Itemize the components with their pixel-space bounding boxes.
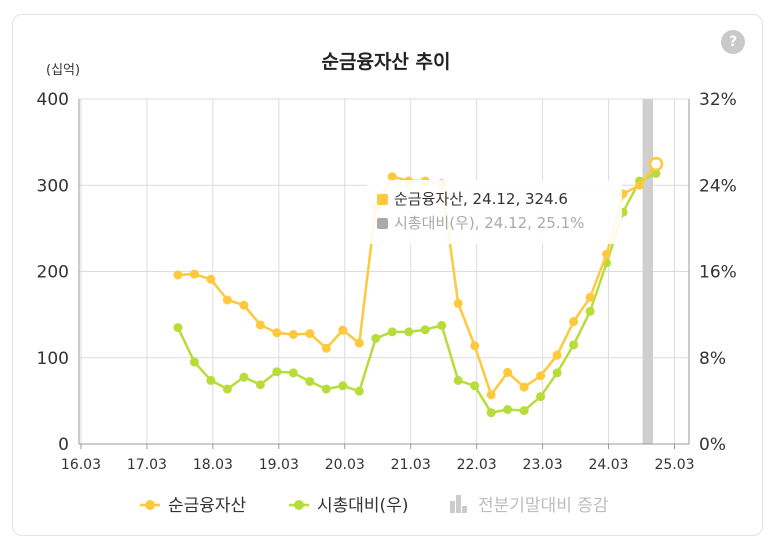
- series-point: [536, 392, 546, 402]
- series-point: [404, 327, 414, 337]
- series-point: [503, 367, 513, 377]
- x-tick-label: 23.03: [523, 457, 563, 473]
- y-right-tick-label: 16%: [699, 263, 737, 283]
- series-point: [420, 325, 430, 335]
- x-tick-label: 18.03: [193, 457, 233, 473]
- series-point: [453, 375, 463, 385]
- series-point: [470, 381, 480, 391]
- series-point: [272, 367, 282, 377]
- series-point: [635, 180, 645, 190]
- series-point: [173, 270, 183, 280]
- series-point: [189, 357, 199, 367]
- series-point: [173, 323, 183, 333]
- x-tick-label: 24.03: [588, 457, 628, 473]
- series-point: [206, 375, 216, 385]
- x-tick-label: 16.03: [61, 457, 101, 473]
- series-point: [503, 405, 513, 414]
- series-point: [305, 329, 315, 339]
- series-point: [354, 386, 364, 396]
- series-point: [371, 333, 381, 343]
- y-left-tick-label: 300: [37, 176, 69, 196]
- y-right-tick-label: 32%: [699, 90, 737, 110]
- series-point: [585, 292, 595, 302]
- x-tick-label: 19.03: [259, 457, 299, 473]
- x-tick-label: 21.03: [391, 457, 431, 473]
- y-right-tick-label: 8%: [699, 349, 726, 369]
- axes: 0 0% 100 8% 200 16% 300 24% 400 32% 16.03 17.03 18.0…: [37, 90, 737, 473]
- series-point: [222, 295, 232, 305]
- series-point: [486, 408, 496, 418]
- legend: 순금융자산 시총대비(우) 전분기말대비 증감: [140, 495, 609, 516]
- series-point: [486, 390, 496, 400]
- series-point: [536, 371, 546, 381]
- series-point: [470, 341, 480, 351]
- series-layer: [173, 156, 664, 418]
- y-left-tick-label: 100: [37, 349, 69, 369]
- chart-title: 순금융자산 추이: [322, 51, 451, 73]
- series-point: [602, 249, 612, 259]
- series-point: [272, 328, 282, 338]
- series-point: [255, 380, 265, 390]
- series-point: [338, 381, 348, 391]
- grid: [79, 98, 689, 445]
- series-point: [222, 384, 232, 394]
- tooltip-swatch: [377, 194, 388, 205]
- y-right-tick-label: 24%: [699, 176, 737, 196]
- legend-item-label: 전분기말대비 증감: [478, 496, 609, 516]
- left-axis-unit: (십억): [46, 63, 80, 78]
- legend-item-label: 시총대비(우): [317, 496, 408, 516]
- legend-marker-bar: [462, 506, 467, 513]
- x-tick-label: 17.03: [127, 457, 167, 473]
- series-point: [569, 317, 579, 327]
- y-left-tick-label: 0: [58, 435, 69, 455]
- tooltip-row-text: 순금융자산, 24.12, 324.6: [394, 190, 568, 208]
- series-point: [338, 325, 348, 335]
- series-point: [651, 168, 661, 178]
- y-left-tick-label: 200: [37, 263, 69, 283]
- tooltip-swatch: [377, 218, 388, 229]
- legend-marker-bar: [450, 501, 455, 513]
- series-point: [255, 320, 265, 330]
- y-left-tick-label: 400: [37, 90, 69, 110]
- series-point: [519, 406, 529, 416]
- series-point: [585, 306, 595, 316]
- series-point: [519, 382, 529, 392]
- x-tick-label: 20.03: [325, 457, 365, 473]
- series-point-active: [648, 156, 664, 172]
- series-point: [387, 327, 397, 337]
- series-point: [239, 300, 249, 310]
- help-icon[interactable]: ?: [721, 30, 745, 54]
- x-tick-label: 22.03: [457, 457, 497, 473]
- y-right-tick-label: 0%: [699, 435, 726, 455]
- series-point: [437, 320, 447, 330]
- highlight-band-layer: [642, 99, 654, 444]
- chart-card: [12, 14, 763, 536]
- highlight-band: [642, 99, 654, 444]
- series-point: [288, 329, 298, 339]
- tooltip-box: [367, 180, 622, 244]
- series-point: [569, 340, 579, 350]
- series-point: [239, 372, 249, 382]
- tooltip: 순금융자산, 24.12, 324.6 시총대비(우), 24.12, 25.1%: [367, 180, 622, 244]
- series-point: [552, 350, 562, 360]
- series-point: [189, 269, 199, 279]
- tooltip-row-text: 시총대비(우), 24.12, 25.1%: [394, 214, 584, 232]
- legend-marker-dot: [145, 500, 155, 510]
- legend-marker-bar: [456, 495, 461, 513]
- series-point: [453, 298, 463, 308]
- series-point: [305, 376, 315, 386]
- legend-marker-dot: [294, 500, 304, 510]
- series-point: [288, 368, 298, 378]
- series-point: [354, 338, 364, 348]
- legend-item-label: 순금융자산: [168, 496, 247, 516]
- series-point: [387, 172, 397, 182]
- series-point: [552, 368, 562, 378]
- series-point: [206, 274, 216, 284]
- series-point: [321, 343, 331, 353]
- x-tick-label: 25.03: [654, 457, 694, 473]
- series-point: [321, 384, 331, 394]
